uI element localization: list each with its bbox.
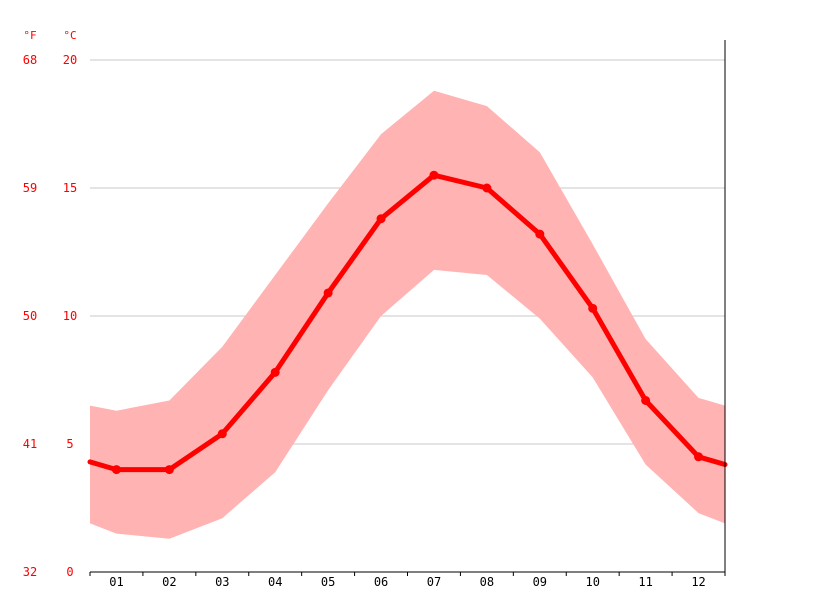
mean-point-06 — [376, 214, 386, 224]
x-tick-label-02: 02 — [162, 575, 176, 589]
y-tick-label-celsius: 10 — [63, 309, 77, 323]
min-max-range-area — [90, 90, 725, 539]
x-tick-label-12: 12 — [691, 575, 705, 589]
x-tick-label-05: 05 — [321, 575, 335, 589]
axis-labels: 0 32 5 41 10 50 15 59 20 68 °F °C 01 02 03 04 05 06 07 08 09… — [23, 29, 706, 589]
mean-point-07 — [429, 170, 439, 180]
y-tick-label-celsius: 20 — [63, 53, 77, 67]
x-tick-label-06: 06 — [374, 575, 388, 589]
x-tick-label-07: 07 — [427, 575, 441, 589]
mean-point-09 — [535, 229, 545, 239]
y-tick-label-fahrenheit: 50 — [23, 309, 37, 323]
x-tick-label-09: 09 — [533, 575, 547, 589]
x-tick-label-03: 03 — [215, 575, 229, 589]
x-tick-label-10: 10 — [585, 575, 599, 589]
y-tick-label-fahrenheit: 59 — [23, 181, 37, 195]
x-tick-label-01: 01 — [109, 575, 123, 589]
mean-point-08 — [482, 183, 492, 193]
mean-point-11 — [641, 395, 651, 405]
x-tick-label-11: 11 — [638, 575, 652, 589]
x-tick-label-04: 04 — [268, 575, 282, 589]
mean-point-04 — [270, 367, 280, 377]
mean-temperature-series — [87, 170, 728, 475]
y-tick-label-fahrenheit: 41 — [23, 437, 37, 451]
mean-temperature-line — [87, 172, 728, 473]
unit-label-fahrenheit: °F — [23, 29, 36, 42]
mean-point-03 — [217, 429, 227, 439]
mean-point-02 — [164, 465, 174, 475]
y-tick-label-celsius: 0 — [66, 565, 73, 579]
temperature-range-band — [90, 90, 725, 539]
mean-point-05 — [323, 288, 333, 298]
axes — [89, 40, 726, 576]
y-tick-label-fahrenheit: 68 — [23, 53, 37, 67]
unit-label-celsius: °C — [63, 29, 76, 42]
x-tick-label-08: 08 — [480, 575, 494, 589]
mean-point-10 — [588, 303, 598, 313]
y-tick-label-celsius: 5 — [66, 437, 73, 451]
mean-point-12 — [694, 452, 704, 462]
y-tick-label-fahrenheit: 32 — [23, 565, 37, 579]
y-tick-label-celsius: 15 — [63, 181, 77, 195]
mean-point-01 — [111, 465, 121, 475]
